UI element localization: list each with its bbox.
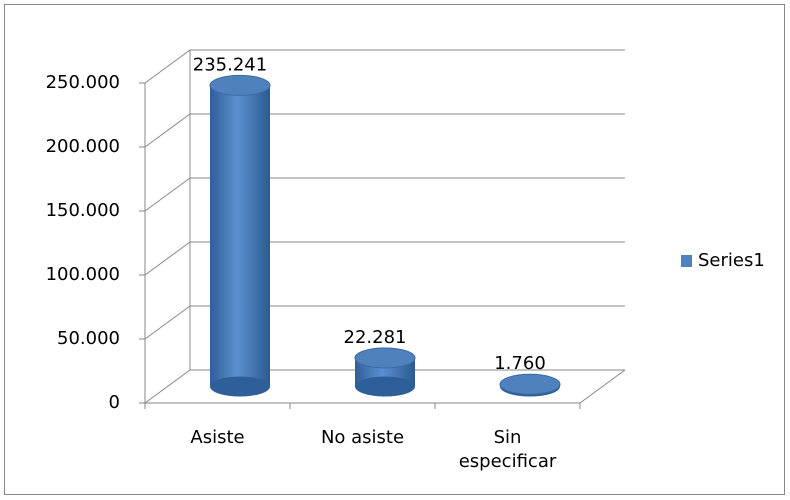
cylinder-top bbox=[354, 347, 416, 369]
y-tick-label: 200.000 bbox=[46, 136, 120, 157]
x-tick-label: No asiste bbox=[320, 427, 405, 448]
value-label: 1.760 bbox=[494, 353, 546, 374]
y-tick-label: 150.000 bbox=[46, 200, 120, 221]
grid-line bbox=[144, 49, 191, 84]
y-tick-label: 250.000 bbox=[46, 72, 120, 93]
floor-side bbox=[579, 369, 626, 404]
cylinder-top bbox=[209, 74, 271, 96]
cylinder-body bbox=[210, 85, 270, 387]
chart-border bbox=[4, 4, 785, 495]
grid-line bbox=[144, 369, 191, 404]
legend-label: Series1 bbox=[698, 250, 765, 271]
grid-line bbox=[144, 113, 191, 148]
y-tick-label: 50.000 bbox=[57, 328, 120, 349]
grid-line bbox=[144, 177, 191, 212]
grid-line bbox=[144, 241, 191, 276]
cylinder-base bbox=[210, 376, 270, 397]
grid-line bbox=[144, 305, 191, 340]
x-tick-label: Asiste bbox=[190, 427, 245, 448]
y-tick-label: 100.000 bbox=[46, 264, 120, 285]
cylinder-top bbox=[499, 373, 561, 395]
value-label: 22.281 bbox=[344, 327, 407, 348]
y-tick-label: 0 bbox=[109, 392, 120, 413]
legend-swatch bbox=[681, 255, 692, 267]
x-tick-label: Sin especificar bbox=[458, 427, 557, 472]
cylinder-base bbox=[355, 376, 415, 397]
value-label: 235.241 bbox=[193, 54, 267, 75]
